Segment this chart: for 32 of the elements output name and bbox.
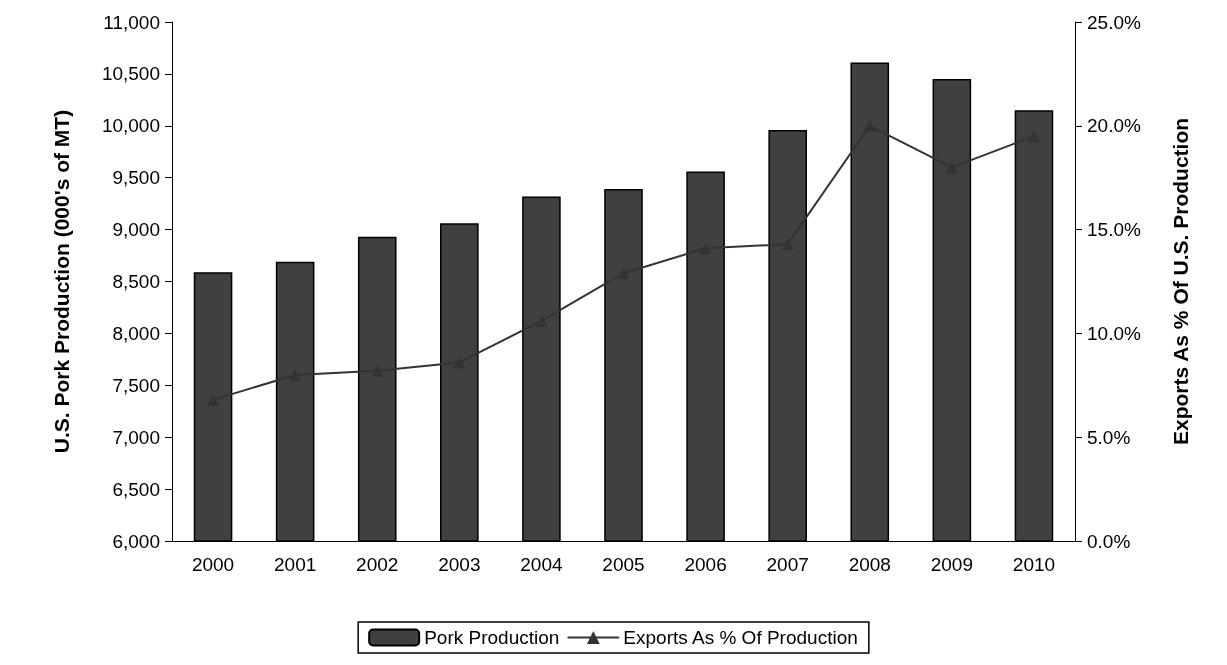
y-tick-label: 11,000 xyxy=(103,11,160,33)
x-tick-label: 2002 xyxy=(356,554,399,575)
legend-label: Exports As % Of Production xyxy=(623,627,858,648)
x-tick-label: 2008 xyxy=(848,554,891,575)
y-tick-label: 10,500 xyxy=(101,63,160,85)
x-tick-label: 2009 xyxy=(930,554,973,575)
y-tick-label: 8,500 xyxy=(112,271,160,292)
legend-label: Pork Production xyxy=(424,627,560,648)
x-tick-label: 2004 xyxy=(520,554,563,575)
x-tick-label: 2007 xyxy=(766,554,809,575)
y-tick-label: 6,000 xyxy=(112,530,160,552)
x-tick-label: 2005 xyxy=(602,554,645,575)
y-tick-label: 9,500 xyxy=(112,167,160,189)
x-tick-label: 2003 xyxy=(438,554,481,575)
x-tick-label: 2006 xyxy=(684,554,727,575)
y2-tick-label: 5.0% xyxy=(1087,426,1131,448)
y-tick-label: 7,500 xyxy=(112,374,160,396)
y-tick-label: 8,000 xyxy=(112,322,160,344)
y2-axis-title: Exports As % Of U.S. Production xyxy=(1169,117,1192,446)
x-tick-label: 2010 xyxy=(1012,554,1056,575)
y2-tick-label: 25.0% xyxy=(1087,11,1141,33)
x-tick-label: 2000 xyxy=(191,554,235,575)
y-tick-label: 9,000 xyxy=(112,219,160,241)
y2-tick-label: 20.0% xyxy=(1087,115,1141,137)
y-axis-title: U.S. Pork Production (000's of MT) xyxy=(50,109,73,454)
y2-tick-label: 15.0% xyxy=(1087,219,1141,241)
y2-tick-label: 10.0% xyxy=(1087,322,1141,344)
x-tick-label: 2001 xyxy=(274,554,317,575)
y-tick-label: 6,500 xyxy=(112,478,160,500)
y2-tick-label: 0.0% xyxy=(1087,530,1131,552)
y-tick-label: 7,000 xyxy=(112,426,160,448)
y-tick-label: 10,000 xyxy=(101,115,160,137)
